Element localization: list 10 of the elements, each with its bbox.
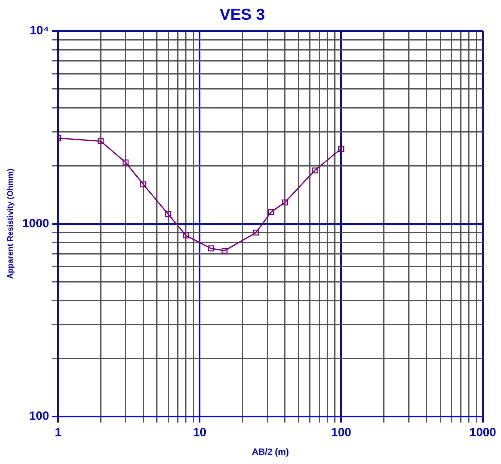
y-tick-label: 1000 [22,216,50,230]
chart-title: VES 3 [220,7,266,24]
x-tick-label: 10 [193,425,207,440]
x-tick-label: 1 [54,425,62,440]
y-axis-title: Apparent Resistivity (Ohmm) [6,168,16,280]
x-tick-label: 1000 [470,425,497,440]
y-tick-label: 100 [29,409,50,424]
x-tick-label: 100 [331,425,352,440]
y-tick-label: 10⁴ [30,24,50,38]
x-axis-title: AB/2 (m) [252,447,290,458]
